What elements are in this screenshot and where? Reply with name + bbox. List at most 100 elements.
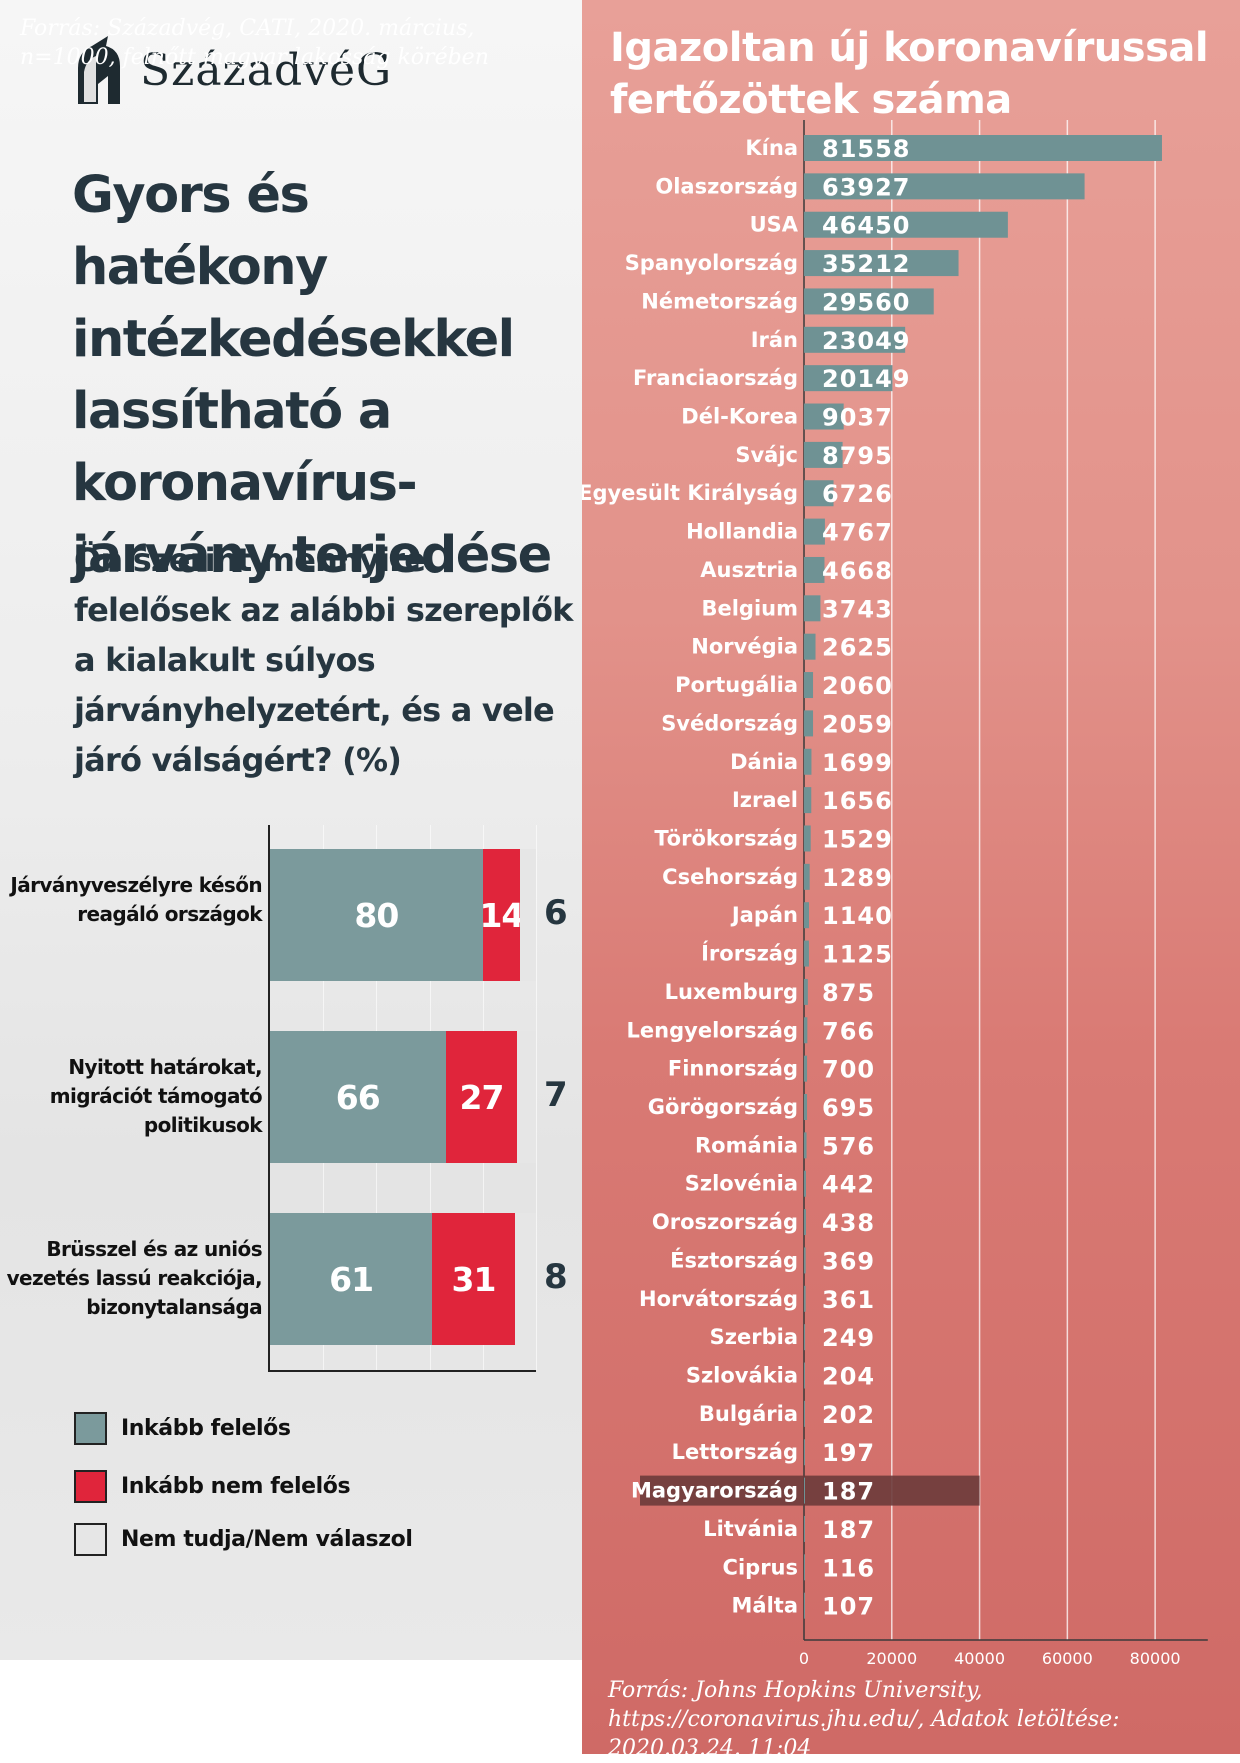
bar: [804, 288, 934, 315]
category-label: Japán: [730, 903, 798, 927]
value-label: 8795: [822, 442, 893, 470]
bar: [804, 211, 1008, 238]
bar: [804, 633, 816, 660]
category-label: Luxemburg: [665, 980, 798, 1004]
bar: [804, 326, 906, 353]
value-label: 197: [822, 1439, 875, 1467]
survey-dontknow-value: 7: [544, 1075, 568, 1115]
category-label: Horvátország: [639, 1287, 798, 1311]
category-label: Dánia: [730, 750, 798, 774]
bar: [804, 1170, 806, 1197]
value-label: 23049: [822, 327, 911, 355]
survey-bar-segment: [514, 1213, 536, 1345]
x-tick-label: 0: [799, 1649, 809, 1665]
bar: [804, 135, 1162, 161]
value-label: 46450: [822, 212, 911, 240]
value-label: 4767: [822, 519, 893, 547]
bar: [804, 173, 1085, 200]
category-label: Olaszország: [655, 174, 798, 198]
category-label: Belgium: [701, 596, 798, 620]
bar: [804, 1055, 808, 1082]
bar: [804, 365, 893, 392]
bar: [804, 1209, 806, 1236]
category-label: Portugália: [675, 673, 798, 697]
survey-bar-segment: 61: [270, 1213, 433, 1345]
bar: [804, 1362, 805, 1389]
value-label: 20149: [822, 365, 911, 393]
survey-bar-segment: 66: [270, 1031, 446, 1163]
bar: [804, 1132, 807, 1159]
survey-bar-segment: 31: [432, 1213, 515, 1345]
legend-item: Inkább nem felelős: [74, 1470, 351, 1503]
category-label: Románia: [695, 1133, 798, 1157]
value-label: 4668: [822, 557, 893, 585]
bar: [804, 978, 808, 1005]
value-label: 6726: [822, 480, 893, 508]
bar: [804, 1324, 806, 1351]
bar: [804, 1515, 805, 1542]
value-label: 204: [822, 1363, 875, 1391]
bar: [804, 1554, 805, 1581]
value-label: 63927: [822, 173, 911, 201]
value-label: 576: [822, 1132, 875, 1160]
value-label: 9037: [822, 404, 893, 432]
category-label: Írország: [701, 941, 798, 966]
value-label: 2060: [822, 672, 893, 700]
category-label: USA: [750, 213, 799, 237]
value-label: 1529: [822, 825, 893, 853]
value-label: 29560: [822, 288, 911, 316]
category-label: Litvánia: [703, 1517, 798, 1541]
legend-item: Inkább felelős: [74, 1412, 291, 1445]
survey-bar-segment: [517, 1031, 536, 1163]
category-label: Irán: [751, 328, 798, 352]
bar: [804, 825, 811, 852]
value-label: 361: [822, 1286, 875, 1314]
x-tick-label: 80000: [1130, 1649, 1181, 1665]
survey-category-label: Nyitott határokat, migrációt támogató po…: [49, 1055, 263, 1137]
category-label: Szlovénia: [685, 1172, 798, 1196]
bar: [804, 940, 809, 967]
bar: [804, 710, 814, 737]
category-label: Törökország: [654, 826, 798, 850]
category-label: Lettország: [672, 1440, 798, 1464]
value-label: 766: [822, 1017, 875, 1045]
survey-baseline: [268, 1370, 536, 1372]
category-label: Görögország: [648, 1095, 798, 1119]
category-label: Lengyelország: [627, 1018, 798, 1042]
bar: [804, 672, 814, 699]
category-label: Franciaország: [633, 366, 798, 390]
category-label: Ciprus: [723, 1555, 798, 1579]
headline: Gyors és hatékony intézkedésekkel lassít…: [72, 166, 552, 585]
value-label: 107: [822, 1593, 875, 1621]
bar: [804, 1439, 805, 1466]
value-label: 1289: [822, 864, 893, 892]
category-label: Norvégia: [691, 635, 798, 659]
bar: [804, 403, 844, 430]
survey-dontknow-value: 8: [544, 1257, 568, 1297]
legend-swatch: [74, 1470, 107, 1503]
value-label: 3743: [822, 595, 893, 623]
legend-swatch: [74, 1412, 107, 1445]
category-label: Svédország: [661, 711, 798, 735]
survey-question: Ön szerint mennyire felelősek az alábbi …: [74, 541, 573, 779]
category-label: Magyarország: [631, 1479, 798, 1503]
category-label: Szerbia: [710, 1325, 798, 1349]
value-label: 875: [822, 979, 875, 1007]
bar: [804, 748, 812, 775]
value-label: 116: [822, 1554, 875, 1582]
value-label: 2059: [822, 710, 893, 738]
bar: [804, 518, 825, 545]
bar: [804, 787, 812, 814]
source-left: Forrás: Századvég, CATI, 2020. március, …: [20, 16, 489, 70]
brand-name: SzázadvéG: [140, 44, 393, 96]
bar: [804, 441, 843, 468]
country-bar-chart: 0 20000 40000 60000 80000 Kína 81558 Olaszorszá…: [582, 120, 1208, 1665]
legend-swatch: [74, 1523, 107, 1556]
category-label: Egyesült Királyság: [582, 481, 798, 505]
value-label: 187: [822, 1516, 875, 1544]
category-label: Kína: [745, 136, 798, 160]
category-label: Izrael: [732, 788, 798, 812]
category-label: Oroszország: [652, 1210, 798, 1234]
legend-item: Nem tudja/Nem válaszol: [74, 1523, 413, 1556]
value-label: 438: [822, 1209, 875, 1237]
